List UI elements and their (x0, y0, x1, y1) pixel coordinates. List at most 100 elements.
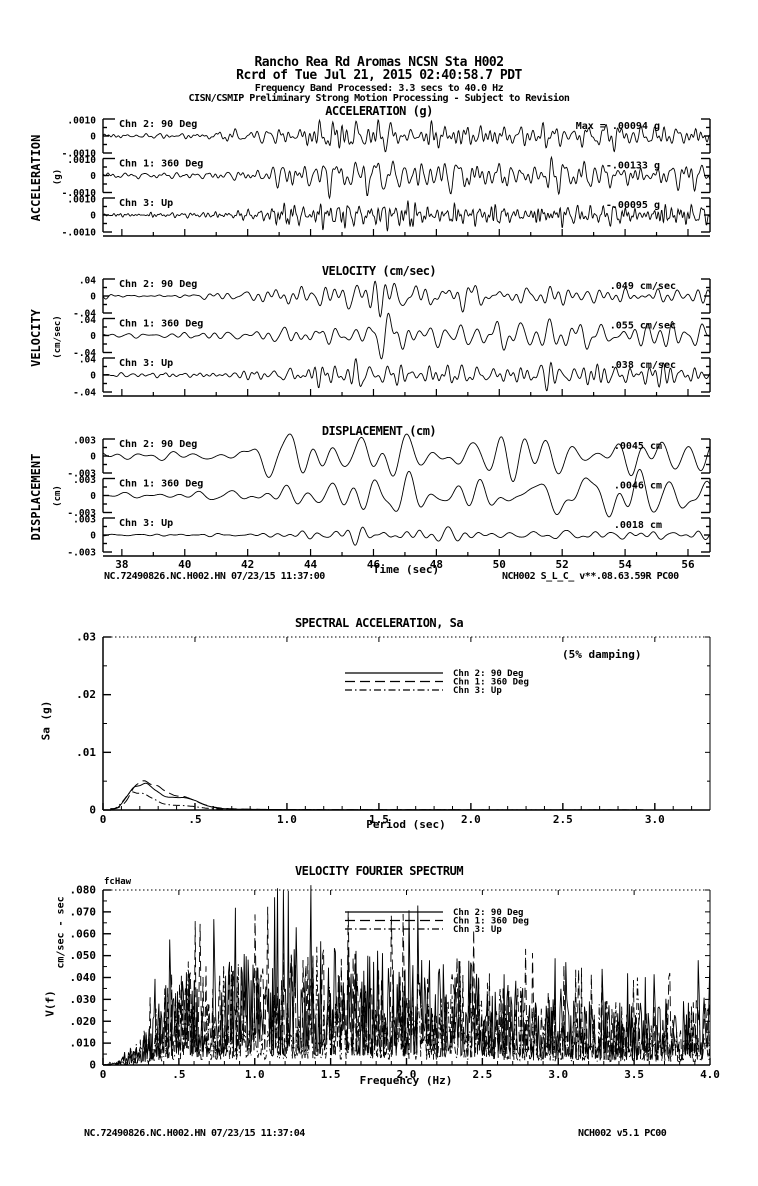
svg-text:-.0010: -.0010 (62, 188, 97, 199)
svg-text:.038 cm/sec: .038 cm/sec (610, 360, 676, 371)
svg-text:50: 50 (493, 558, 506, 571)
svg-text:2.0: 2.0 (397, 1068, 417, 1081)
svg-text:Max = .00094 g: Max = .00094 g (576, 121, 660, 132)
version-footer-bottom: NCH002 v5.1 PC00 (578, 1128, 667, 1139)
svg-text:-.003: -.003 (67, 548, 96, 559)
svg-text:Chn 3: Up: Chn 3: Up (119, 358, 173, 369)
svg-text:40: 40 (178, 558, 191, 571)
svg-text:1.0: 1.0 (277, 813, 297, 826)
svg-text:Chn 2: 90 Deg: Chn 2: 90 Deg (119, 439, 197, 450)
svg-text:0: 0 (90, 171, 96, 182)
svg-text:42: 42 (241, 558, 254, 571)
svg-text:44: 44 (304, 558, 318, 571)
velocity-section-title: VELOCITY (cm/sec) (321, 264, 437, 278)
fourier-spectrum-title: VELOCITY FOURIER SPECTRUM (294, 864, 464, 878)
time-axis-title: Time (sec) (372, 563, 440, 576)
svg-text:0: 0 (89, 1059, 96, 1072)
svg-text:Chn 1: 360 Deg: Chn 1: 360 Deg (453, 917, 529, 927)
svg-text:.0010: .0010 (67, 155, 96, 166)
svg-text:-.0010: -.0010 (62, 149, 97, 160)
svg-text:0: 0 (90, 452, 96, 463)
svg-text:.050: .050 (70, 949, 97, 962)
filter-corner-label: fcHaw (104, 877, 132, 887)
svg-text:2.5: 2.5 (553, 813, 573, 826)
svg-text:Chn 1: 360 Deg: Chn 1: 360 Deg (119, 159, 203, 170)
station-code-footer-mid: NCH002 S_L_C_ v**.08.63.59R PC00 (502, 571, 679, 582)
svg-text:Chn 3: Up: Chn 3: Up (119, 518, 173, 529)
svg-text:48: 48 (430, 558, 443, 571)
svg-text:1.0: 1.0 (245, 1068, 265, 1081)
svg-text:0: 0 (90, 132, 96, 143)
svg-text:.04: .04 (79, 276, 96, 287)
svg-text:.080: .080 (70, 884, 97, 897)
svg-text:Chn 3: Up: Chn 3: Up (453, 686, 502, 696)
period-axis-title: Period (sec) (366, 818, 446, 831)
record-datetime: Rcrd of Tue Jul 21, 2015 02:40:58.7 PDT (236, 68, 522, 83)
svg-text:-.00095 g: -.00095 g (606, 200, 660, 211)
station-title: Rancho Rea Rd Aromas NCSN Sta H002 (254, 55, 504, 70)
svg-text:3.0: 3.0 (548, 1068, 568, 1081)
svg-text:.04: .04 (79, 315, 96, 326)
acceleration-traces-chart: .0010 0 -.0010 Chn 2: 90 Deg Max = .00094 g.… (62, 116, 711, 239)
svg-text:0: 0 (100, 1068, 107, 1081)
svg-text:Chn 3: Up: Chn 3: Up (119, 198, 173, 209)
svg-text:.0010: .0010 (67, 195, 96, 206)
spectral-acceleration-title: SPECTRAL ACCELERATION, Sa (294, 616, 464, 630)
svg-text:.003: .003 (73, 475, 96, 486)
velocity-traces-chart: .04 0 -.04 Chn 2: 90 Deg .049 cm/sec .04 0 -.04… (73, 276, 711, 399)
svg-text:3.0: 3.0 (645, 813, 665, 826)
frequency-band-note: Frequency Band Processed: 3.3 secs to 40… (254, 83, 504, 94)
svg-text:4.0: 4.0 (700, 1068, 720, 1081)
svg-text:38: 38 (115, 558, 128, 571)
record-id-footer-bottom: NC.72490826.NC.H002.HN 07/23/15 11:37:04 (84, 1128, 305, 1139)
svg-text:0: 0 (90, 371, 96, 382)
acceleration-section-title: ACCELERATION (g) (325, 104, 433, 118)
svg-text:-.003: -.003 (67, 508, 96, 519)
svg-text:Chn 1: 360 Deg: Chn 1: 360 Deg (119, 319, 203, 330)
displacement-section-title: DISPLACEMENT (cm) (321, 424, 437, 438)
svg-text:.03: .03 (76, 631, 96, 644)
svg-text:46: 46 (367, 558, 381, 571)
svg-text:-.00133 g: -.00133 g (606, 161, 660, 172)
spectral-acceleration-chart: 0 .01 .02 .03 0 .5 1.0 1.5 2.0 2.5 3.0 Chn 2: 90 De… (76, 631, 711, 826)
svg-text:0: 0 (90, 211, 96, 222)
svg-text:.020: .020 (70, 1015, 97, 1028)
svg-text:Chn 1: 360 Deg: Chn 1: 360 Deg (453, 678, 529, 688)
svg-text:.070: .070 (70, 905, 97, 918)
svg-text:2.5: 2.5 (472, 1068, 492, 1081)
svg-text:-.04: -.04 (73, 309, 96, 320)
svg-text:56: 56 (681, 558, 695, 571)
svg-text:1.5: 1.5 (369, 813, 389, 826)
svg-text:.010: .010 (70, 1037, 97, 1050)
processing-disclaimer: CISN/CSMIP Preliminary Strong Motion Pro… (188, 93, 570, 104)
svg-text:Chn 2: 90 Deg: Chn 2: 90 Deg (119, 279, 197, 290)
displacement-traces-chart: .003 0 -.003 Chn 2: 90 Deg .0045 cm .003 0 -.00… (67, 433, 711, 571)
svg-text:Chn 2: 90 Deg: Chn 2: 90 Deg (119, 119, 197, 130)
damping-note: (5% damping) (562, 648, 642, 661)
svg-text:.02: .02 (76, 688, 96, 701)
frequency-axis-title: Frequency (Hz) (359, 1074, 453, 1087)
svg-text:0: 0 (90, 292, 96, 303)
velocity-fourier-spectrum-chart: 0 .010 .020 .030 .040 .050 .060 .070 .080 0 .5 1.0 1… (70, 884, 720, 1082)
svg-text:0: 0 (90, 491, 96, 502)
svg-text:0: 0 (90, 331, 96, 342)
svg-text:.040: .040 (70, 971, 97, 984)
svg-text:54: 54 (618, 558, 632, 571)
svg-text:.003: .003 (73, 436, 96, 447)
svg-text:Chn 3: Up: Chn 3: Up (453, 925, 502, 935)
svg-text:.0046 cm: .0046 cm (614, 481, 662, 492)
svg-text:.060: .060 (70, 927, 97, 940)
svg-text:.0045 cm: .0045 cm (614, 441, 662, 452)
svg-text:-.0010: -.0010 (62, 228, 97, 239)
svg-text:2.0: 2.0 (461, 813, 481, 826)
svg-text:Chn 2: 90 Deg: Chn 2: 90 Deg (453, 908, 523, 918)
svg-text:.049 cm/sec: .049 cm/sec (610, 281, 676, 292)
svg-text:.0010: .0010 (67, 116, 96, 127)
svg-text:.04: .04 (79, 355, 96, 366)
svg-text:0: 0 (90, 531, 96, 542)
svg-text:.030: .030 (70, 993, 97, 1006)
svg-text:.01: .01 (76, 746, 96, 759)
record-id-footer-mid: NC.72490826.NC.H002.HN 07/23/15 11:37:00 (104, 571, 325, 582)
svg-text:0: 0 (89, 804, 96, 817)
